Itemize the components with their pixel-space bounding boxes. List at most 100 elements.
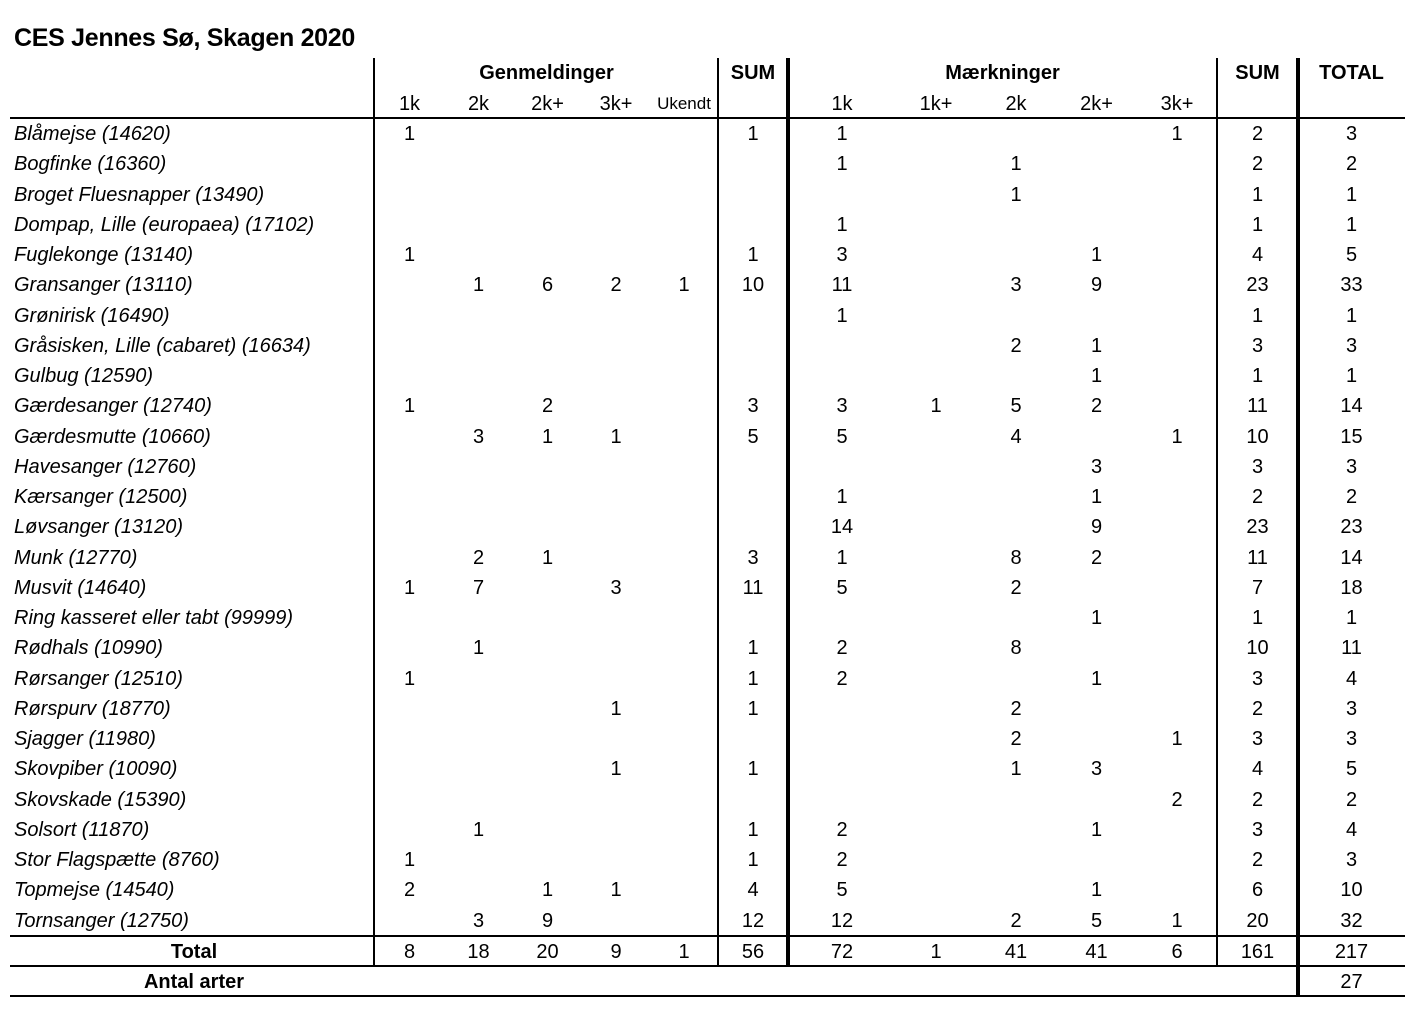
table-cell (976, 512, 1056, 542)
header-sum-genmeldinger: SUM (730, 62, 776, 84)
table-cell (1056, 180, 1137, 210)
table-cell (375, 543, 444, 573)
table-cell (444, 119, 513, 149)
table-cell: 1 (541, 546, 554, 569)
table-cell (718, 452, 788, 482)
table-cell (1137, 664, 1217, 694)
table-cell (650, 875, 718, 905)
table-cell: 1 (1090, 365, 1103, 387)
table-cell: 2 (1251, 486, 1264, 508)
table-cell: 1 (610, 879, 622, 902)
total-cell: 1 (678, 940, 690, 963)
table-cell (896, 543, 976, 573)
table-cell (650, 180, 718, 210)
total-cell: 6 (1171, 940, 1183, 963)
subheader-8: 2k (1005, 93, 1027, 115)
table-cell (1137, 543, 1217, 573)
total-cell: 20 (536, 940, 559, 963)
table-cell: 2 (1345, 153, 1358, 176)
table-cell: 2 (1251, 788, 1264, 811)
table-cell (1056, 301, 1137, 331)
table-cell: 9 (1090, 274, 1103, 297)
table-cell (896, 301, 976, 331)
table-cell: 8 (1010, 546, 1022, 569)
table-cell (1137, 361, 1217, 391)
table-cell: 4 (1345, 667, 1358, 690)
table-cell (582, 633, 650, 663)
table-cell: 1 (836, 153, 848, 176)
table-cell (375, 331, 444, 361)
table-cell (582, 482, 650, 512)
antal-arter-value: 27 (1340, 970, 1363, 993)
table-cell (650, 845, 718, 875)
table-cell (582, 391, 650, 421)
table-cell (444, 361, 513, 391)
table-cell: 1 (1010, 153, 1022, 176)
table-cell (444, 240, 513, 270)
table-cell: 32 (1340, 909, 1363, 932)
table-cell (896, 906, 976, 936)
species-name: Broget Fluesnapper (13490) (14, 183, 265, 206)
table-cell (444, 512, 513, 542)
table-cell (788, 180, 896, 210)
table-cell (513, 815, 582, 845)
table-cell (1137, 603, 1217, 633)
table-cell (444, 603, 513, 633)
table-cell: 2 (1010, 334, 1022, 357)
table-cell (444, 724, 513, 754)
species-name: Gærdesmutte (10660) (14, 425, 211, 448)
table-cell (788, 361, 896, 391)
table-cell: 1 (472, 274, 485, 297)
table-cell (896, 331, 976, 361)
total-cell: 18 (467, 940, 490, 963)
table-cell (513, 240, 582, 270)
table-cell: 8 (1010, 637, 1022, 660)
table-cell: 1 (836, 486, 848, 508)
species-name: Gærdesanger (12740) (14, 395, 212, 418)
table-cell: 2 (472, 546, 485, 569)
table-cell: 5 (1345, 244, 1358, 266)
table-cell (375, 512, 444, 542)
table-cell: 1 (1345, 304, 1358, 327)
table-cell: 3 (472, 909, 485, 932)
subheader-1: 2k (467, 93, 490, 115)
total-top-rule (10, 935, 1405, 937)
table-cell (896, 633, 976, 663)
species-name: Solsort (11870) (14, 818, 150, 841)
table-cell: 5 (1090, 909, 1103, 932)
table-cell: 5 (836, 576, 848, 599)
table-cell (1056, 724, 1137, 754)
table-cell (896, 512, 976, 542)
table-cell (896, 724, 976, 754)
table-cell (718, 210, 788, 240)
table-cell: 1 (403, 244, 416, 266)
table-cell: 3 (1345, 728, 1358, 750)
table-cell: 1 (1010, 183, 1022, 206)
table-cell (375, 180, 444, 210)
table-cell: 2 (1010, 576, 1022, 599)
subheader-7: 1k+ (919, 93, 953, 115)
table-cell: 2 (836, 849, 848, 871)
table-cell (718, 301, 788, 331)
table-cell: 4 (1251, 758, 1264, 781)
table-cell (513, 754, 582, 784)
table-cell (650, 573, 718, 603)
table-cell (513, 512, 582, 542)
table-cell (1137, 391, 1217, 421)
table-cell (375, 694, 444, 724)
table-cell (896, 240, 976, 270)
table-cell: 1 (1251, 213, 1264, 236)
table-cell: 3 (1345, 455, 1358, 478)
table-cell: 10 (1246, 637, 1269, 660)
species-name: Bogfinke (16360) (14, 153, 167, 176)
table-cell (650, 452, 718, 482)
table-cell (896, 210, 976, 240)
table-cell: 3 (747, 546, 759, 569)
table-cell (976, 664, 1056, 694)
table-cell (513, 573, 582, 603)
table-cell (582, 361, 650, 391)
table-cell (896, 694, 976, 724)
table-cell: 2 (1010, 697, 1022, 720)
table-cell (650, 240, 718, 270)
table-cell: 20 (1246, 909, 1269, 932)
